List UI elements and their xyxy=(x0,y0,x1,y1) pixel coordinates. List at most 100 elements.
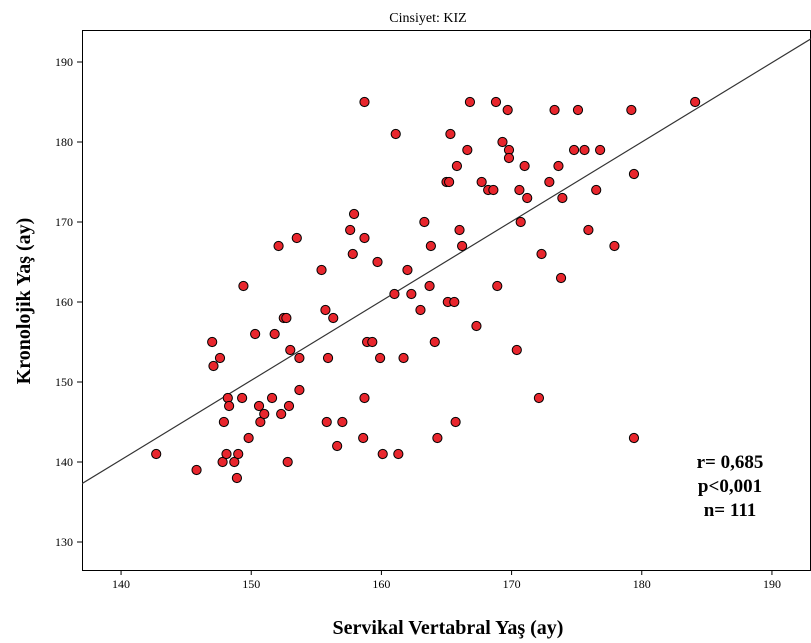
data-point xyxy=(429,336,440,348)
data-point xyxy=(444,176,455,188)
data-point xyxy=(294,352,305,364)
x-tick-label: 160 xyxy=(372,577,390,591)
data-point xyxy=(445,128,456,140)
x-tick-label: 180 xyxy=(633,577,651,591)
y-tick-label: 170 xyxy=(55,215,73,229)
data-point xyxy=(389,288,400,300)
data-point xyxy=(285,344,296,356)
data-point xyxy=(609,240,620,252)
data-point xyxy=(321,416,332,428)
data-point xyxy=(502,104,513,116)
y-tick-label: 180 xyxy=(55,135,73,149)
data-point xyxy=(238,280,249,292)
data-point xyxy=(294,384,305,396)
data-point xyxy=(583,224,594,236)
data-point xyxy=(451,160,463,172)
x-axis-ticks: 140 150 160 170 180 190 xyxy=(112,570,781,591)
data-point xyxy=(217,456,228,468)
data-point xyxy=(221,448,232,460)
data-point xyxy=(476,176,487,188)
y-tick-label: 150 xyxy=(55,375,73,389)
data-point xyxy=(316,264,327,276)
data-point xyxy=(224,400,235,412)
data-point xyxy=(332,440,343,452)
data-point xyxy=(218,416,229,428)
y-tick-label: 160 xyxy=(55,295,73,309)
data-point xyxy=(359,392,370,404)
data-point xyxy=(377,448,388,460)
data-point xyxy=(515,216,526,228)
data-point xyxy=(497,136,508,148)
data-point xyxy=(250,328,261,340)
data-point xyxy=(291,232,302,244)
data-point xyxy=(490,96,502,108)
data-point xyxy=(568,144,580,156)
data-point xyxy=(492,280,503,292)
data-point xyxy=(533,392,545,404)
data-point xyxy=(231,472,243,484)
data-point xyxy=(393,448,404,460)
data-point xyxy=(454,224,465,236)
data-point xyxy=(390,128,401,140)
data-point xyxy=(269,328,280,340)
data-point xyxy=(259,408,270,420)
data-point xyxy=(282,456,293,468)
data-point xyxy=(347,248,358,260)
data-point xyxy=(544,176,555,188)
data-point xyxy=(628,168,640,180)
data-point xyxy=(503,152,515,164)
data-points xyxy=(151,96,701,484)
data-point xyxy=(320,304,331,316)
data-point xyxy=(511,344,522,356)
data-point xyxy=(415,304,426,316)
data-point xyxy=(237,392,248,404)
data-point xyxy=(255,416,266,428)
data-point xyxy=(555,272,567,284)
data-point xyxy=(424,280,435,292)
y-tick-label: 130 xyxy=(55,535,73,549)
data-point xyxy=(628,432,640,444)
data-point xyxy=(591,184,602,196)
data-point xyxy=(690,96,701,108)
y-axis-title: Kronolojik Yaş (ay) xyxy=(13,218,35,385)
data-point xyxy=(233,448,244,460)
data-point xyxy=(457,240,468,252)
y-axis-ticks: 130 140 150 160 170 180 190 xyxy=(55,55,82,549)
x-axis-title: Servikal Vertabral Yaş (ay) xyxy=(333,617,564,639)
data-point xyxy=(514,184,525,196)
p-value-label: p<0,001 xyxy=(698,476,762,497)
data-point xyxy=(266,392,278,404)
data-point xyxy=(450,416,461,428)
data-point xyxy=(549,104,560,116)
data-point xyxy=(402,264,413,276)
data-point xyxy=(462,144,473,156)
data-point xyxy=(406,288,417,300)
data-point xyxy=(273,240,284,252)
data-point xyxy=(557,192,568,204)
data-point xyxy=(522,192,533,204)
data-point xyxy=(432,432,443,444)
data-point xyxy=(283,400,295,412)
data-point xyxy=(553,160,564,172)
data-point xyxy=(358,432,369,444)
data-point xyxy=(214,352,226,364)
data-point xyxy=(375,352,386,364)
data-point xyxy=(464,96,476,108)
data-point xyxy=(372,256,383,268)
chart-title: Cinsiyet: KIZ xyxy=(389,11,466,26)
data-point xyxy=(359,96,370,108)
data-point xyxy=(328,312,339,324)
data-point xyxy=(276,408,287,420)
data-point xyxy=(281,312,292,324)
data-point xyxy=(151,448,162,460)
data-point xyxy=(243,432,254,444)
y-tick-label: 140 xyxy=(55,455,73,469)
data-point xyxy=(488,184,499,196)
data-point xyxy=(572,104,584,116)
data-point xyxy=(229,456,240,468)
stats-annotation: r= 0,685 p<0,001 n= 111 xyxy=(697,452,764,521)
data-point xyxy=(449,296,460,308)
data-point xyxy=(398,352,409,364)
y-tick-label: 190 xyxy=(55,55,73,69)
